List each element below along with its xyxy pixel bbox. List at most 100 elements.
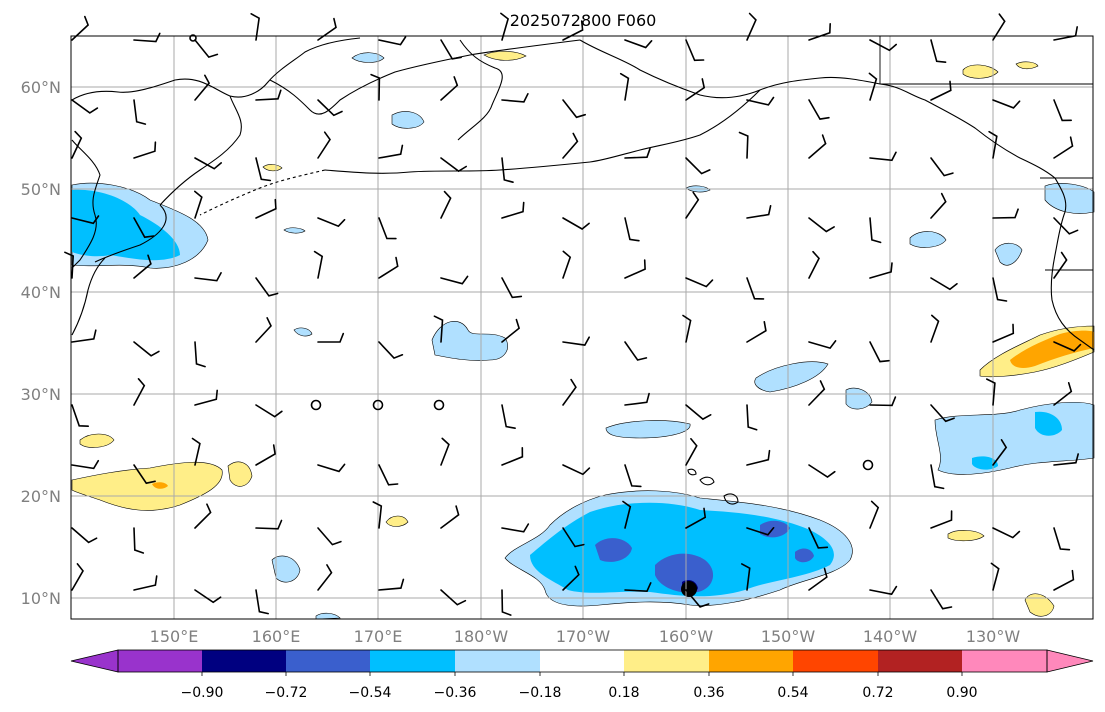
wind-barb <box>930 314 940 343</box>
wind-barb <box>746 321 767 343</box>
wind-barb <box>562 217 590 230</box>
wind-barb <box>619 72 630 101</box>
wind-barb <box>808 134 827 159</box>
lon-label: 170°E <box>354 627 403 646</box>
wind-barb <box>682 314 692 343</box>
lat-label: 10°N <box>21 589 61 608</box>
wind-barb <box>1053 251 1068 279</box>
wind-barb <box>500 12 510 41</box>
contour-cyan-east-b <box>972 456 998 470</box>
wind-barb <box>133 575 158 591</box>
lon-label: 170°W <box>556 627 611 646</box>
wind-barb <box>501 277 523 299</box>
wind-barb <box>930 510 953 529</box>
calm-circle <box>310 399 322 411</box>
contour-blue-36n <box>293 327 313 337</box>
map-frame <box>70 35 1094 620</box>
wind-barb <box>685 191 700 219</box>
wind-barb <box>1053 341 1082 352</box>
wind-barb <box>194 74 211 101</box>
colorbar-over-arrow <box>1046 649 1094 673</box>
wind-barb <box>992 439 1008 466</box>
coast-hawaii-a <box>699 476 715 486</box>
wind-barb <box>370 73 381 101</box>
contour-blue-45n-w <box>283 227 306 234</box>
wind-barb <box>317 463 346 473</box>
lon-label: 180°W <box>454 627 509 646</box>
wind-barb <box>1053 569 1075 591</box>
lat-label: 60°N <box>21 78 61 97</box>
colorbar-under-arrow <box>70 649 119 673</box>
wind-barb <box>685 589 710 608</box>
wind-barb <box>433 315 444 343</box>
wind-barb <box>624 259 646 279</box>
wind-barb <box>440 589 467 606</box>
contour-yellow-17n <box>385 515 409 527</box>
wind-barb <box>746 527 775 536</box>
coast-aleutians <box>324 161 591 174</box>
wind-barb <box>746 277 765 300</box>
colorbar-tick-label: −0.36 <box>434 685 477 701</box>
wind-barbs <box>64 12 1082 616</box>
wind-barb <box>930 404 955 423</box>
wind-barb <box>685 507 707 529</box>
wind-barb <box>930 277 958 291</box>
wind-barb <box>746 205 772 219</box>
wind-barb <box>741 563 751 591</box>
wind-barb <box>317 564 333 591</box>
wind-barb <box>255 198 277 219</box>
contour-cyan-tropics <box>530 502 834 597</box>
contour-yellow-22n <box>227 461 253 487</box>
wind-barb <box>869 217 882 244</box>
wind-barb <box>622 500 632 529</box>
wind-barb <box>133 341 160 357</box>
contour-blue-32n <box>431 321 509 361</box>
coast-alaska-peninsula <box>589 89 761 163</box>
contour-black-core <box>681 581 697 597</box>
colorbar-segment <box>370 650 455 672</box>
contour-blue-62n <box>351 52 385 63</box>
wind-barb <box>808 250 820 279</box>
contour-blue-29n-b <box>845 387 873 410</box>
wind-barb <box>372 501 383 529</box>
wind-barb <box>440 157 467 173</box>
wind-barb <box>746 12 757 41</box>
wind-barb <box>501 157 514 183</box>
colorbar-tick-labels: −0.90 −0.72 −0.54 −0.36 −0.18 0.18 0.36 … <box>181 685 978 701</box>
contour-blue-50n-e <box>1044 183 1095 214</box>
wind-barb <box>255 157 272 182</box>
wind-barb <box>71 99 99 114</box>
lon-label: 150°W <box>761 627 816 646</box>
wind-barb <box>746 449 771 466</box>
wind-barb <box>501 523 530 533</box>
wind-barb <box>378 217 397 240</box>
wind-barb <box>1053 382 1073 406</box>
wind-barb <box>1053 136 1074 159</box>
wind-barb <box>808 99 830 120</box>
wind-barb <box>562 132 579 159</box>
coast-kurils <box>94 204 167 263</box>
longitude-labels: 150°E 160°E 170°E 180°W 170°W 160°W 150°… <box>150 627 1021 646</box>
wind-barb <box>992 13 1006 41</box>
colorbar-segment <box>709 650 793 672</box>
wind-barb <box>71 459 100 470</box>
wind-barb <box>255 317 272 343</box>
coast-alaska-w <box>457 39 503 141</box>
wind-barb <box>378 256 399 279</box>
wind-barb <box>317 332 345 343</box>
coast-hawaii-c <box>687 468 697 476</box>
wind-barb <box>194 272 222 282</box>
wind-barb <box>624 39 653 49</box>
wind-barb <box>1053 527 1071 551</box>
wind-barb <box>194 190 203 219</box>
wind-barb <box>71 563 84 591</box>
colorbar-tick-label: −0.18 <box>519 685 562 701</box>
wind-barb <box>501 201 525 219</box>
contour-yellow-52n <box>262 164 283 172</box>
wind-barb <box>992 527 1021 539</box>
wind-barb <box>685 78 706 101</box>
wind-barb <box>255 444 276 466</box>
contour-yellow-10n-e <box>1024 593 1055 617</box>
wind-barb <box>255 89 282 101</box>
wind-barb <box>317 527 342 546</box>
